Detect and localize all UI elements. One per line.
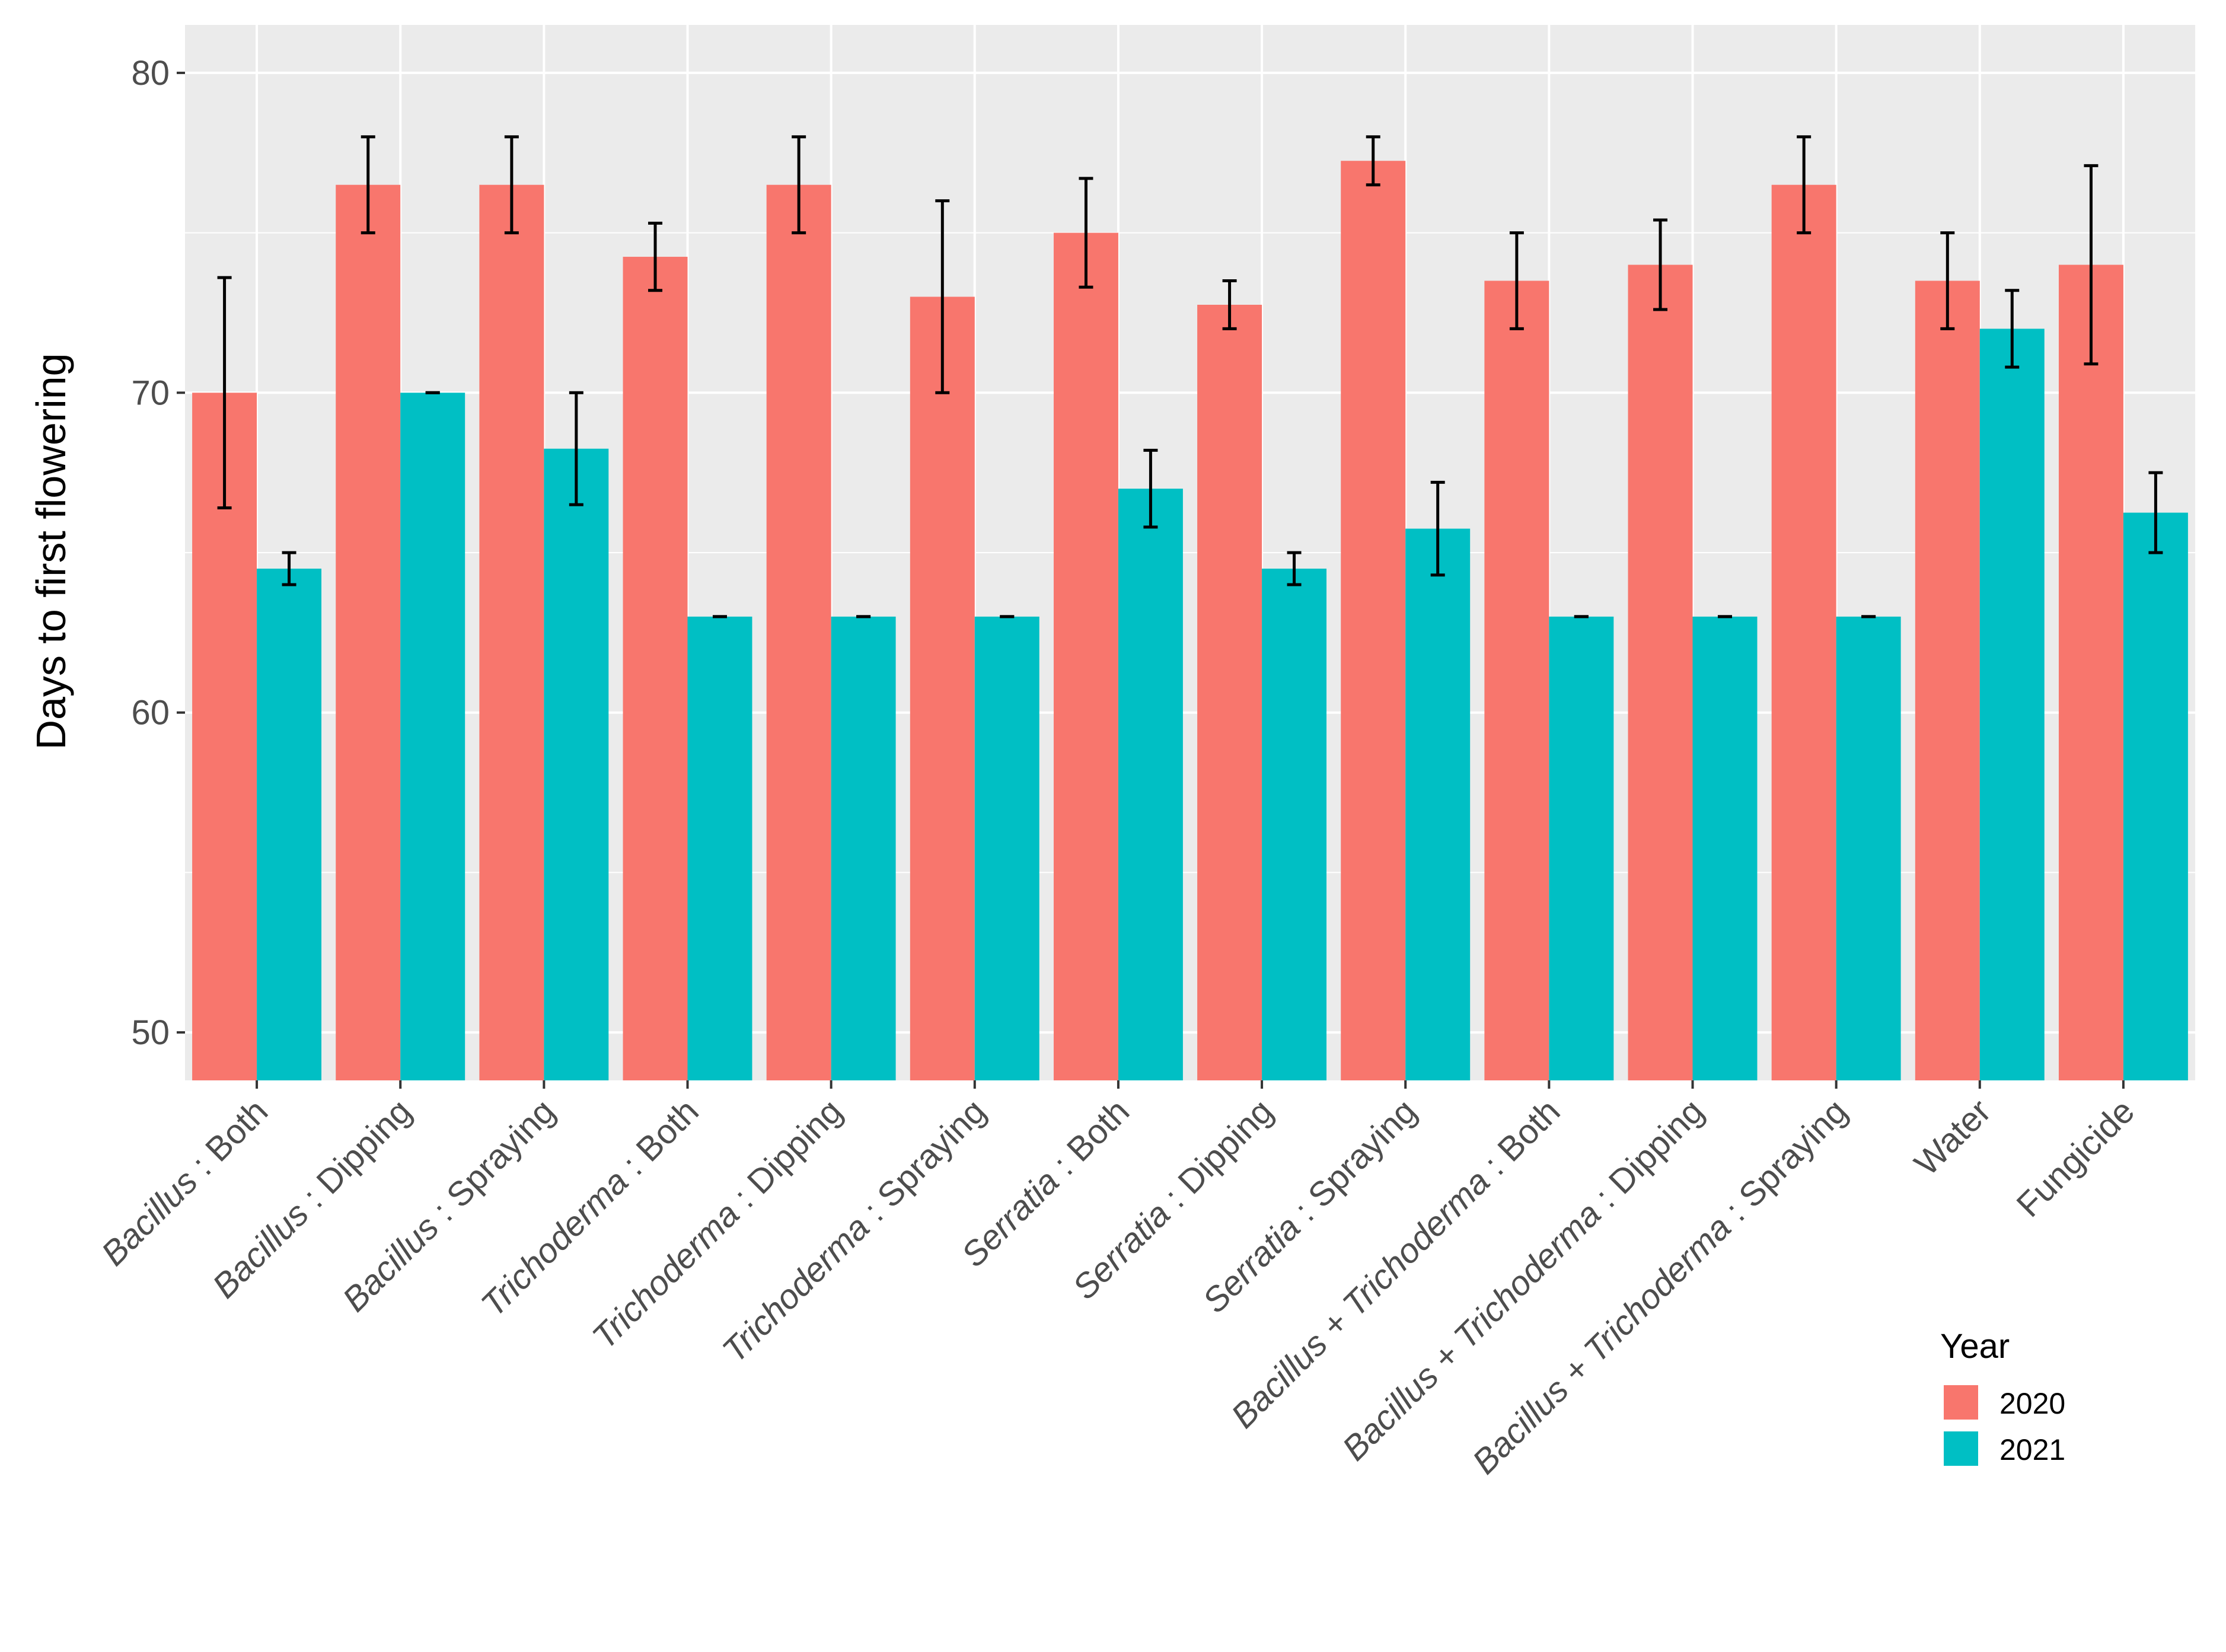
x-tick-label: Trichoderma : Dipping: [585, 1092, 849, 1356]
bar-2020: [336, 184, 401, 1080]
legend-label-2020: 2020: [1999, 1387, 2065, 1420]
bar-2021: [1118, 489, 1183, 1080]
bar-2021: [1549, 616, 1614, 1080]
legend-swatch-2021: [1944, 1431, 1978, 1466]
bars: [192, 161, 2188, 1081]
bar-2020: [1053, 232, 1118, 1080]
bar-2021: [400, 393, 465, 1081]
legend-swatch-2020: [1944, 1385, 1978, 1420]
bar-2021: [2123, 512, 2188, 1080]
bar-2020: [910, 296, 975, 1080]
bar-2021: [1836, 616, 1901, 1080]
bar-2021: [257, 568, 322, 1080]
x-tick-label: Water: [1907, 1092, 1998, 1183]
x-tick-label: Fungicide: [2009, 1092, 2142, 1224]
bar-2021: [1405, 528, 1471, 1080]
y-tick-label: 80: [131, 54, 170, 93]
y-axis-title: Days to first flowering: [28, 353, 74, 750]
error-bars: [217, 135, 2163, 618]
bar-2020: [623, 257, 688, 1081]
bar-2021: [1692, 616, 1758, 1080]
bar-2020: [479, 184, 544, 1080]
bar-2021: [687, 616, 752, 1080]
y-tick-label: 50: [131, 1013, 170, 1052]
legend-title: Year: [1940, 1327, 2010, 1366]
bar-2020: [1915, 280, 1980, 1080]
y-tick-label: 60: [131, 694, 170, 732]
bar-2020: [1628, 264, 1693, 1081]
bar-2020: [766, 184, 831, 1080]
bar-2021: [974, 616, 1039, 1080]
bar-2021: [544, 448, 609, 1080]
legend-label-2021: 2021: [1999, 1433, 2065, 1466]
bar-2021: [831, 616, 896, 1080]
legend: Year 2020 2021: [1940, 1327, 2065, 1466]
bar-2021: [1262, 568, 1327, 1080]
y-axis: 50 60 70 80: [131, 54, 185, 1052]
bar-2020: [1197, 304, 1262, 1080]
bar-2020: [2058, 264, 2123, 1081]
bar-2021: [1979, 329, 2045, 1080]
y-tick-label: 70: [131, 374, 170, 412]
bar-2020: [1771, 184, 1836, 1080]
x-tick-label: Trichoderma : Spraying: [715, 1092, 993, 1370]
bar-2020: [1341, 161, 1406, 1080]
bar-2020: [1484, 280, 1549, 1080]
